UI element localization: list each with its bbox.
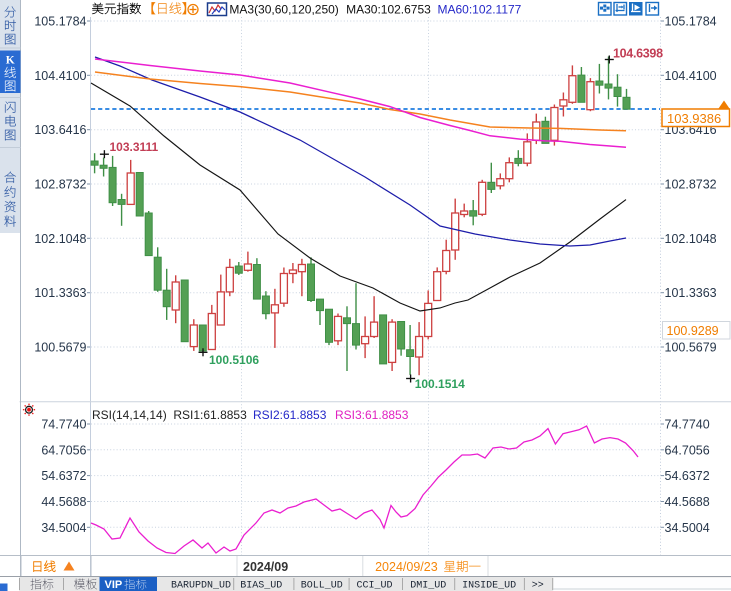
svg-text:34.5004: 34.5004 (665, 521, 710, 535)
svg-text:64.7056: 64.7056 (41, 443, 86, 457)
svg-text:100.1514: 100.1514 (415, 377, 465, 391)
svg-text:BARUPDN_UD: BARUPDN_UD (171, 581, 231, 591)
svg-text:64.7056: 64.7056 (665, 443, 710, 457)
svg-text:102.1048: 102.1048 (665, 232, 717, 246)
svg-text:DMI_UD: DMI_UD (410, 581, 446, 591)
svg-text:INSIDE_UD: INSIDE_UD (462, 581, 516, 591)
svg-text:2024/09: 2024/09 (243, 560, 288, 574)
svg-text:100.5106: 100.5106 (209, 353, 259, 367)
svg-text:RSI2:61.8853: RSI2:61.8853 (253, 408, 327, 422)
svg-text:102.1048: 102.1048 (34, 232, 86, 246)
svg-text:>>: >> (532, 581, 544, 591)
svg-text:105.1784: 105.1784 (34, 15, 86, 29)
svg-text:44.5688: 44.5688 (665, 495, 710, 509)
svg-text:VIP: VIP (105, 579, 123, 591)
svg-text:CCI_UD: CCI_UD (357, 581, 393, 591)
svg-text:K: K (6, 55, 15, 67)
svg-text:RSI3:61.8853: RSI3:61.8853 (335, 408, 409, 422)
svg-text:MA60:102.1177: MA60:102.1177 (438, 3, 522, 17)
svg-text:104.4100: 104.4100 (665, 69, 717, 83)
svg-text:100.5679: 100.5679 (34, 341, 86, 355)
svg-text:100.5679: 100.5679 (665, 341, 717, 355)
svg-text:MA30:102.6753: MA30:102.6753 (346, 3, 431, 17)
svg-text:74.7740: 74.7740 (665, 418, 710, 432)
svg-text:103.3111: 103.3111 (110, 140, 159, 154)
svg-text:102.8732: 102.8732 (34, 178, 86, 192)
svg-text:101.3363: 101.3363 (665, 286, 717, 300)
svg-text:34.5004: 34.5004 (41, 521, 86, 535)
svg-text:BIAS_UD: BIAS_UD (240, 581, 282, 591)
svg-text:74.7740: 74.7740 (41, 418, 86, 432)
svg-text:RSI(14,14,14) RSI1:61.8853: RSI(14,14,14) RSI1:61.8853 (92, 408, 247, 422)
svg-text:102.8732: 102.8732 (665, 178, 717, 192)
svg-text:MA3(30,60,120,250): MA3(30,60,120,250) (229, 3, 338, 17)
svg-text:103.9386: 103.9386 (667, 111, 721, 126)
svg-text:2024/09/23: 2024/09/23 (375, 560, 438, 574)
svg-text:44.5688: 44.5688 (41, 495, 86, 509)
svg-text:101.3363: 101.3363 (34, 286, 86, 300)
svg-text:54.6372: 54.6372 (665, 469, 710, 483)
svg-text:104.6398: 104.6398 (613, 47, 663, 61)
svg-text:54.6372: 54.6372 (41, 469, 86, 483)
svg-text:BOLL_UD: BOLL_UD (301, 581, 343, 591)
svg-text:103.6416: 103.6416 (34, 123, 86, 137)
svg-text:100.9289: 100.9289 (667, 324, 719, 338)
svg-text:105.1784: 105.1784 (665, 15, 717, 29)
svg-text:104.4100: 104.4100 (34, 69, 86, 83)
